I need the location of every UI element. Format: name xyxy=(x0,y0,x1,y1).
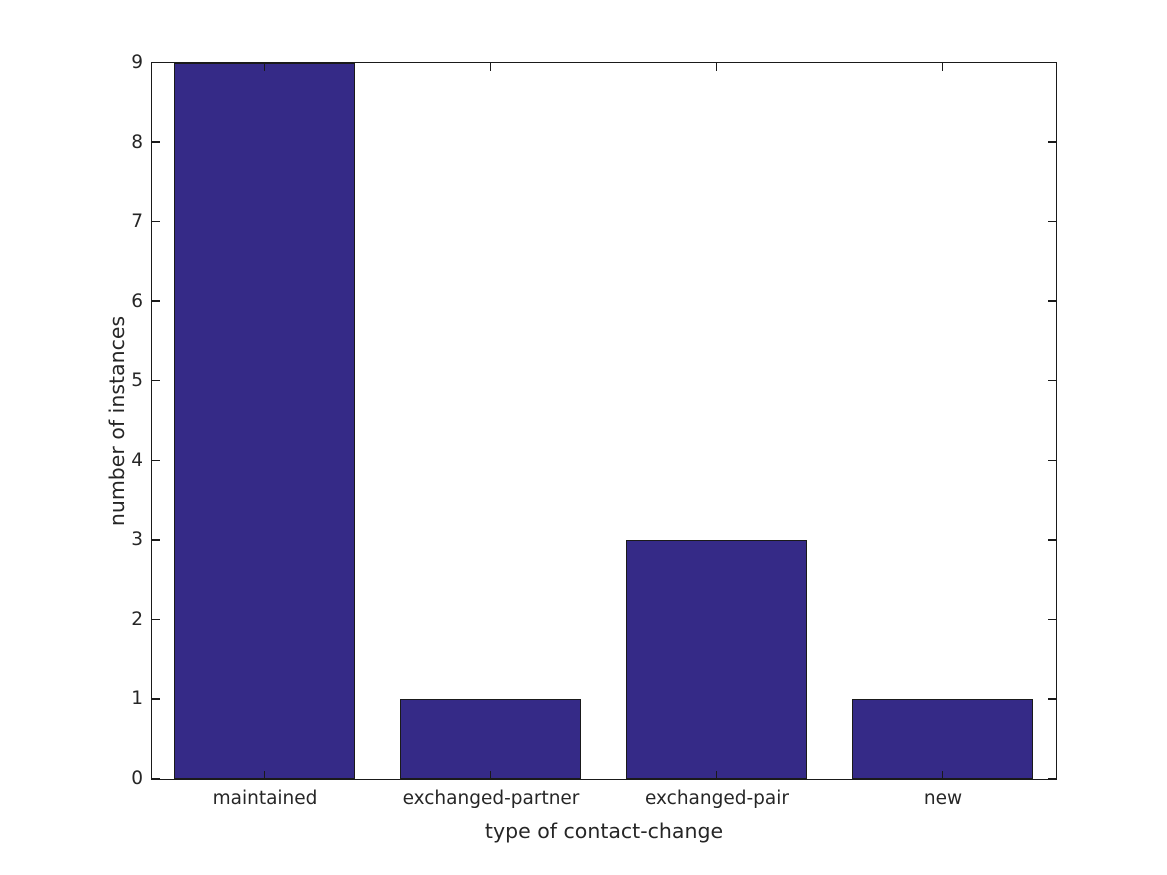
x-tick-top xyxy=(489,62,492,71)
x-axis-label: type of contact-change xyxy=(484,819,724,843)
y-tick-left xyxy=(151,379,160,382)
x-tick-bottom xyxy=(715,770,718,779)
y-tick-label: 2 xyxy=(131,608,143,630)
y-tick-label: 7 xyxy=(131,211,143,233)
bar-new xyxy=(852,698,1033,779)
y-tick-left xyxy=(151,220,160,223)
plot-area xyxy=(150,61,1057,780)
y-tick-label: 9 xyxy=(131,52,143,73)
y-tick-left xyxy=(151,141,160,143)
y-tick-left xyxy=(151,698,160,700)
x-tick-bottom xyxy=(263,770,266,779)
y-tick-right xyxy=(1047,618,1056,621)
y-tick-left xyxy=(151,61,160,64)
y-tick-label: 6 xyxy=(131,290,143,312)
y-tick-label: 3 xyxy=(131,529,143,551)
y-tick-label: 8 xyxy=(131,131,143,153)
x-tick-label-exchanged-partner: exchanged-partner xyxy=(402,788,580,809)
x-tick-top xyxy=(263,62,266,71)
y-tick-right xyxy=(1047,300,1056,302)
y-tick-left xyxy=(151,618,160,621)
y-axis-label: number of instances xyxy=(105,315,129,527)
x-tick-bottom xyxy=(941,770,944,779)
y-tick-right xyxy=(1047,777,1056,780)
bar-maintained xyxy=(174,62,355,779)
bar-exchanged-pair xyxy=(626,539,807,779)
y-tick-left xyxy=(151,300,160,302)
y-tick-right xyxy=(1047,141,1056,143)
y-tick-right xyxy=(1047,220,1056,223)
y-tick-label: 1 xyxy=(131,688,143,710)
y-tick-label: 4 xyxy=(131,449,143,471)
x-tick-label-exchanged-pair: exchanged-pair xyxy=(644,788,789,809)
x-tick-label-new: new xyxy=(923,788,963,809)
bar-exchanged-partner xyxy=(400,698,581,779)
y-tick-label: 5 xyxy=(131,370,143,392)
x-tick-top xyxy=(941,62,944,71)
y-tick-right xyxy=(1047,539,1056,541)
x-tick-label-maintained: maintained xyxy=(212,788,318,809)
y-tick-right xyxy=(1047,459,1056,462)
y-tick-left xyxy=(151,539,160,541)
y-tick-right xyxy=(1047,379,1056,382)
y-tick-left xyxy=(151,777,160,780)
y-tick-right xyxy=(1047,698,1056,700)
x-tick-top xyxy=(715,62,718,71)
y-tick-label: 0 xyxy=(131,768,143,789)
x-tick-bottom xyxy=(489,770,492,779)
y-tick-right xyxy=(1047,61,1056,64)
y-tick-left xyxy=(151,459,160,462)
